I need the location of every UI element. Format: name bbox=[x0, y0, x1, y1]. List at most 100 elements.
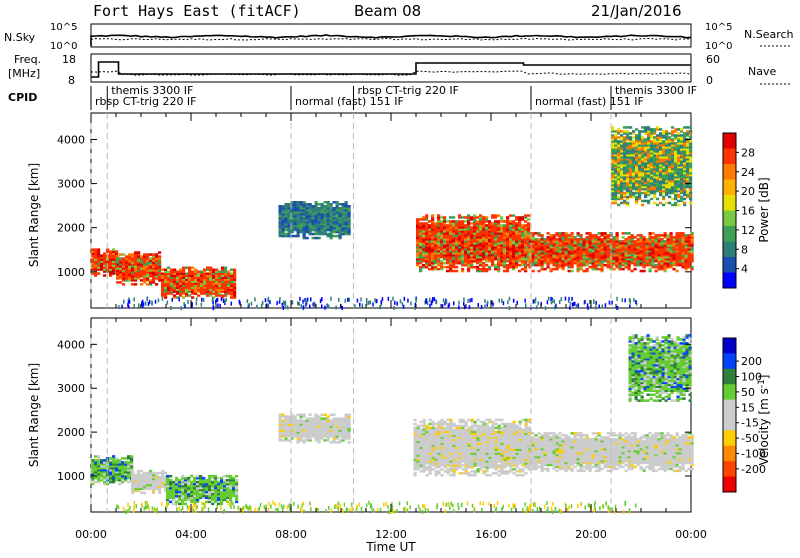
heatmap-cell bbox=[313, 303, 315, 307]
heatmap-cell bbox=[691, 266, 694, 269]
heatmap-cell bbox=[626, 126, 629, 129]
heatmap-cell bbox=[503, 224, 506, 227]
heatmap-cell bbox=[285, 203, 288, 206]
heatmap-cell bbox=[463, 302, 465, 306]
heatmap-cell bbox=[211, 481, 214, 484]
heatmap-cell bbox=[212, 269, 215, 272]
heatmap-cell bbox=[500, 224, 503, 227]
y-tick-label: 1000 bbox=[57, 266, 85, 279]
heatmap-cell bbox=[119, 253, 122, 256]
heatmap-cell bbox=[671, 130, 674, 133]
heatmap-cell bbox=[138, 303, 140, 307]
heatmap-cell bbox=[143, 492, 146, 495]
heatmap-cell bbox=[172, 503, 175, 506]
colorbar-swatch bbox=[723, 353, 736, 369]
heatmap-cell bbox=[686, 190, 689, 193]
nsky-trace bbox=[91, 35, 691, 46]
heatmap-cell bbox=[121, 305, 123, 309]
colorbar-swatch bbox=[723, 273, 736, 289]
heatmap-cell bbox=[494, 214, 497, 217]
heatmap-cell bbox=[124, 461, 127, 464]
heatmap-cell bbox=[449, 303, 451, 307]
heatmap-cell bbox=[661, 238, 664, 241]
heatmap-cell bbox=[187, 477, 190, 480]
heatmap-cell bbox=[134, 474, 137, 477]
heatmap-cell bbox=[158, 472, 161, 475]
heatmap-cell bbox=[318, 203, 321, 206]
heatmap-cell bbox=[473, 214, 476, 217]
heatmap-cell bbox=[288, 439, 291, 442]
colorbar-swatch bbox=[723, 384, 736, 400]
heatmap-cell bbox=[689, 126, 692, 129]
colorbar-swatch bbox=[723, 242, 736, 258]
heatmap-cell bbox=[305, 303, 307, 307]
heatmap-cell bbox=[565, 232, 568, 235]
heatmap-cell bbox=[517, 301, 519, 305]
heatmap-cell bbox=[569, 306, 571, 310]
heatmap-cell bbox=[461, 216, 464, 219]
heatmap-cell bbox=[689, 192, 692, 195]
heatmap-cell bbox=[167, 271, 170, 274]
heatmap-cell bbox=[119, 281, 122, 284]
heatmap-cell bbox=[327, 304, 329, 308]
heatmap-cell bbox=[164, 269, 167, 272]
heatmap-cell bbox=[685, 234, 688, 237]
heatmap-cell bbox=[463, 297, 465, 301]
heatmap-cell bbox=[203, 269, 206, 272]
heatmap-cell bbox=[173, 269, 176, 272]
date-title: 21/Jan/2016 bbox=[591, 2, 682, 20]
heatmap-cell bbox=[161, 273, 164, 276]
heatmap-cell bbox=[116, 281, 119, 284]
heatmap-cell bbox=[166, 475, 169, 478]
heatmap-cell bbox=[671, 204, 674, 207]
heatmap-cell bbox=[310, 297, 312, 301]
heatmap-cell bbox=[571, 297, 573, 301]
heatmap-cell bbox=[524, 220, 527, 223]
heatmap-cell bbox=[509, 297, 511, 301]
heatmap-cell bbox=[507, 300, 509, 304]
heatmap-cell bbox=[664, 240, 667, 243]
heatmap-cell bbox=[570, 302, 572, 306]
heatmap-cell bbox=[689, 136, 692, 139]
nsky-panel: N.Sky 10^5 10^0 10^5 10^0 N.Search bbox=[4, 22, 794, 52]
heatmap-cell bbox=[379, 305, 381, 309]
heatmap-cell bbox=[652, 232, 655, 235]
heatmap-cell bbox=[677, 204, 680, 207]
heatmap-cell bbox=[347, 298, 349, 302]
colorbar-swatch bbox=[723, 415, 736, 431]
heatmap-cell bbox=[336, 201, 339, 204]
heatmap-cell bbox=[230, 273, 233, 276]
heatmap-cell bbox=[674, 202, 677, 205]
heatmap-cell bbox=[469, 299, 471, 303]
heatmap-cell bbox=[333, 235, 336, 238]
heatmap-cell bbox=[297, 419, 300, 422]
heatmap-cell bbox=[515, 222, 518, 225]
heatmap-cell bbox=[94, 459, 97, 462]
heatmap-cell bbox=[518, 216, 521, 219]
heatmap-cell bbox=[140, 283, 143, 286]
nsearch-trace bbox=[91, 39, 691, 41]
heatmap-cell bbox=[217, 304, 219, 308]
heatmap-cell bbox=[686, 130, 689, 133]
heatmap-cell bbox=[620, 134, 623, 137]
heatmap-cell bbox=[479, 214, 482, 217]
heatmap-cell bbox=[267, 298, 269, 302]
heatmap-cell bbox=[470, 226, 473, 229]
heatmap-cell bbox=[121, 457, 124, 460]
heatmap-cell bbox=[487, 301, 489, 305]
heatmap-cell bbox=[512, 220, 515, 223]
heatmap-cell bbox=[219, 304, 221, 308]
heatmap-cell bbox=[226, 479, 229, 482]
heatmap-cell bbox=[122, 253, 125, 256]
heatmap-cell bbox=[538, 270, 541, 273]
heatmap-cell bbox=[279, 414, 282, 417]
heatmap-cell bbox=[598, 268, 601, 271]
heatmap-cell bbox=[578, 303, 580, 307]
cpid-segment-label: rbsp CT-trig 220 IF bbox=[95, 95, 197, 108]
cpid-label: CPID bbox=[8, 91, 37, 104]
heatmap-cell bbox=[668, 132, 671, 135]
heatmap-cell bbox=[191, 296, 194, 299]
freq-tick-bottom: 8 bbox=[68, 74, 75, 87]
heatmap-cell bbox=[306, 237, 309, 240]
heatmap-cell bbox=[131, 253, 134, 256]
